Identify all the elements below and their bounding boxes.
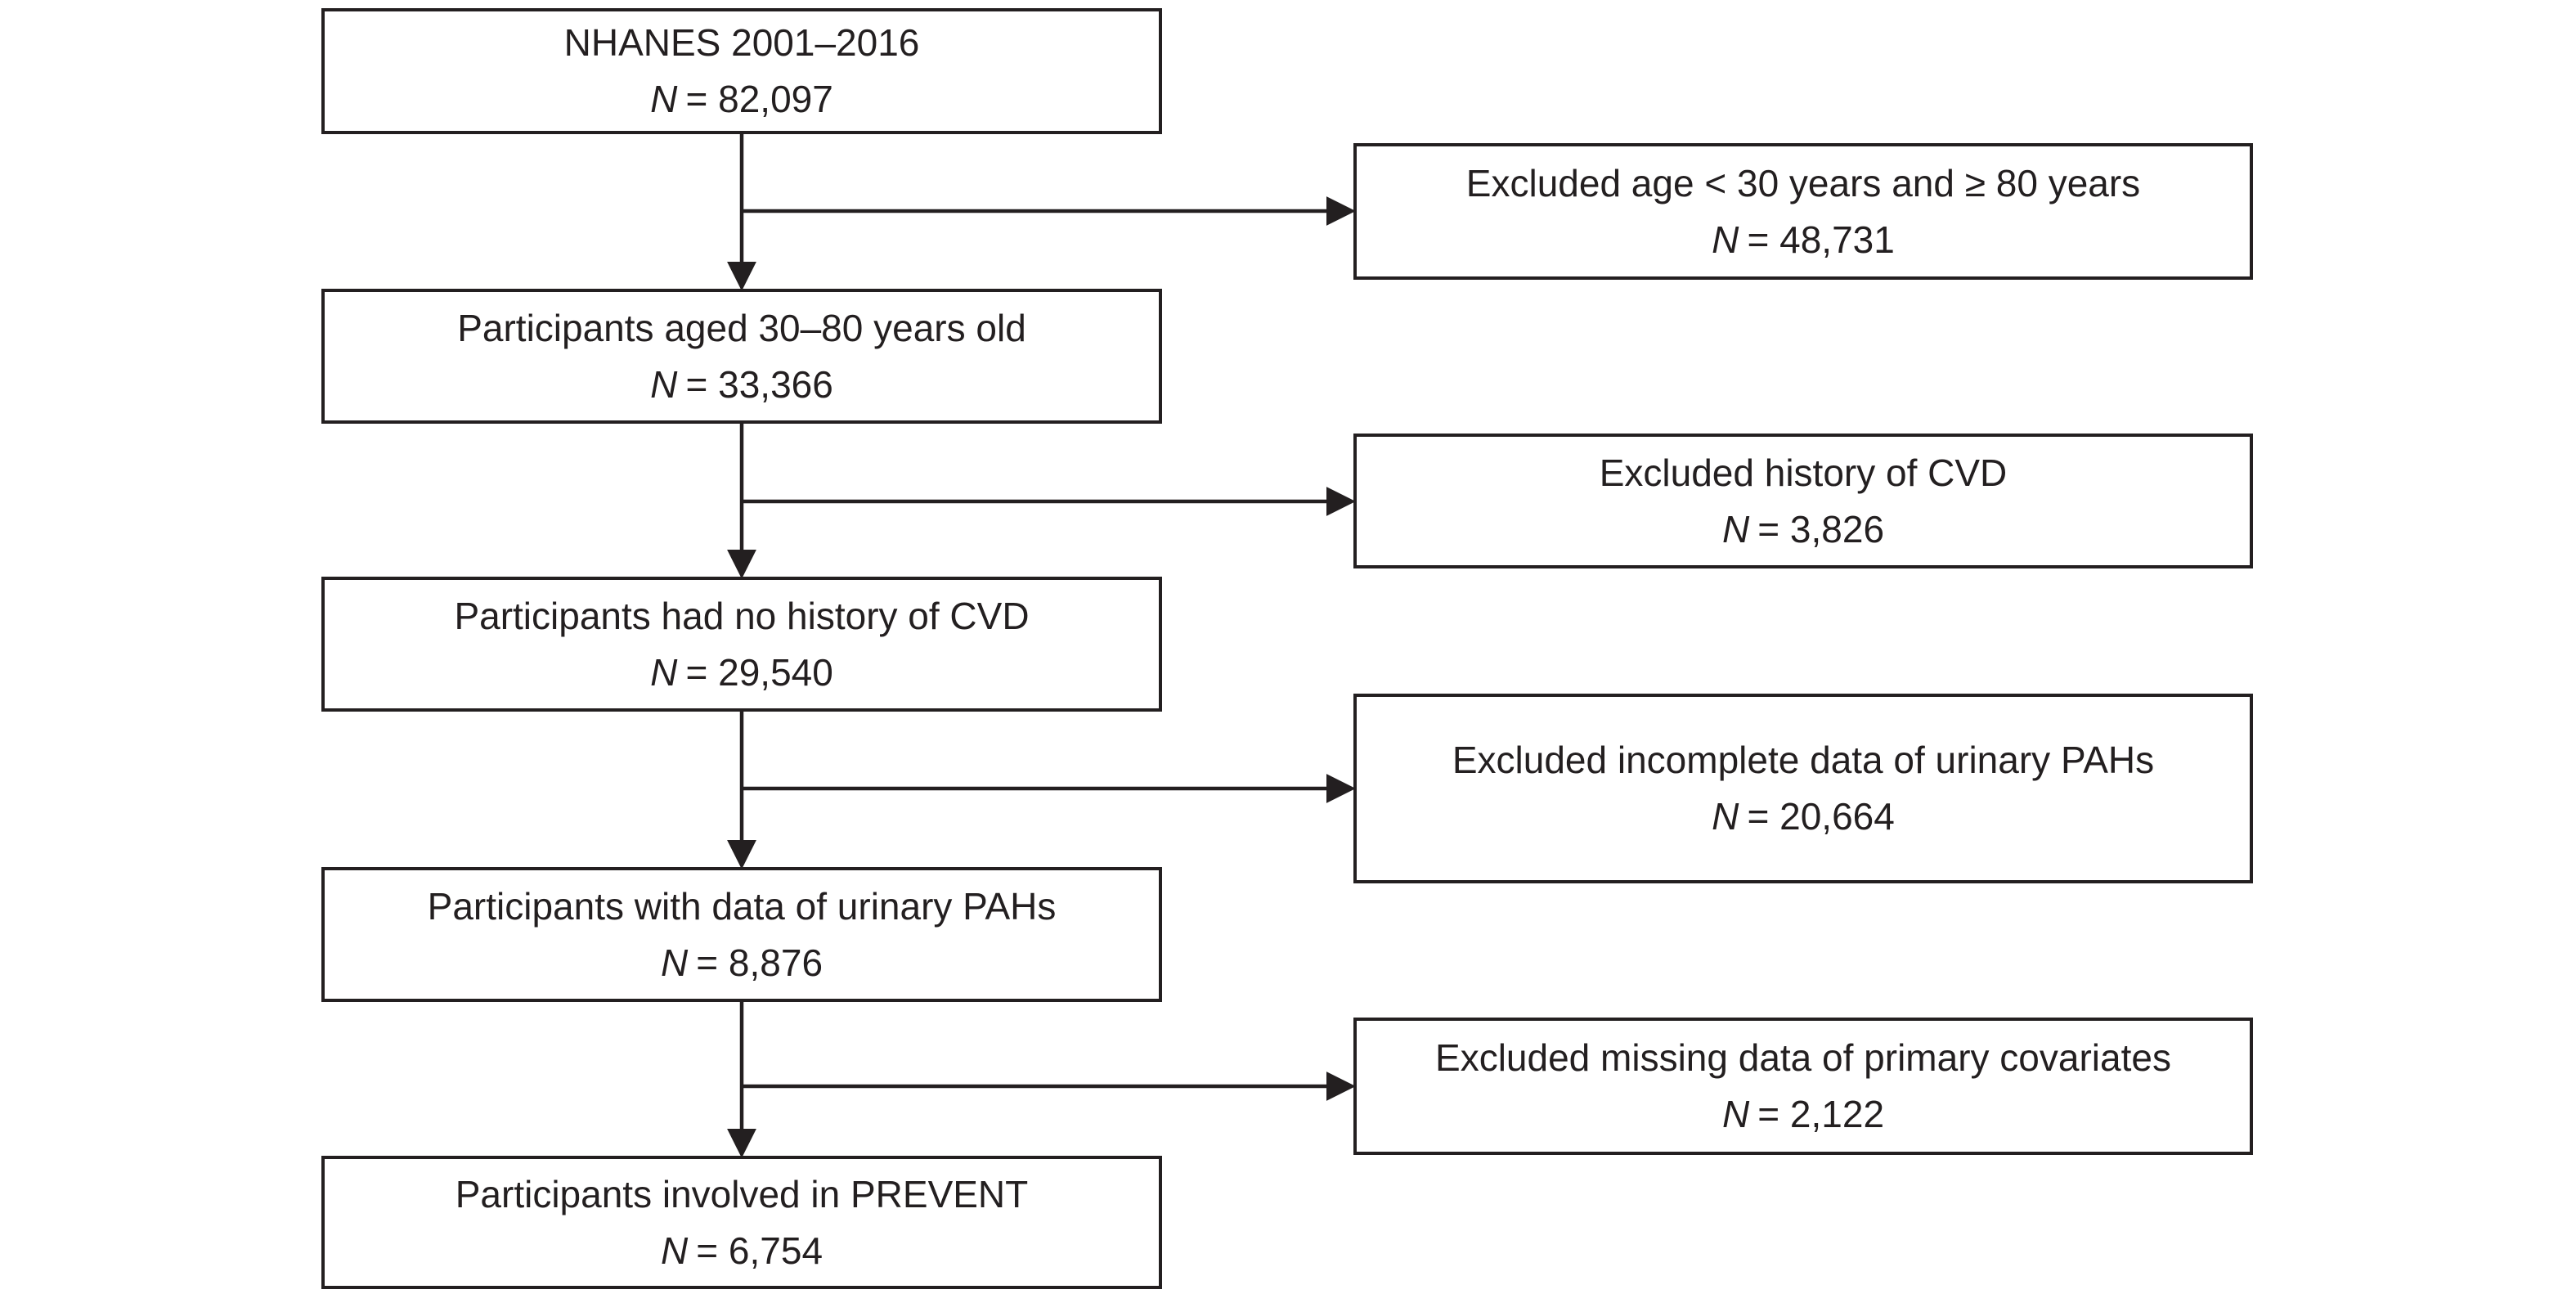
n-symbol: N [650,650,678,694]
n-symbol: N [1721,507,1750,550]
box-excluded-age: Excluded age < 30 years and ≥ 80 years N… [1353,143,2253,280]
box-title: Participants with data of urinary PAHs [427,884,1057,928]
n-symbol: N [650,362,678,406]
box-excluded-incomplete-pahs: Excluded incomplete data of urinary PAHs… [1353,694,2253,883]
box-title: Excluded age < 30 years and ≥ 80 years [1465,161,2141,204]
box-n-count: N = 6,754 [661,1223,823,1279]
box-title: Participants aged 30–80 years old [457,306,1026,349]
box-n-count: N = 8,876 [661,935,823,991]
box-n-count: N = 20,664 [1712,789,1895,845]
n-value: = 82,097 [685,78,833,120]
n-value: = 3,826 [1757,507,1885,550]
n-value: = 33,366 [685,362,833,406]
n-symbol: N [660,1229,689,1272]
n-symbol: N [1721,1093,1750,1135]
box-no-cvd-history: Participants had no history of CVD N = 29… [321,577,1162,712]
n-value: = 8,876 [696,941,824,984]
n-value: = 29,540 [685,650,833,694]
box-n-count: N = 82,097 [650,71,833,128]
box-title: Excluded incomplete data of urinary PAHs [1452,739,2155,781]
box-urinary-pahs-data: Participants with data of urinary PAHs N… [321,867,1162,1002]
box-title: Participants involved in PREVENT [455,1172,1029,1215]
box-excluded-cvd-history: Excluded history of CVD N = 3,826 [1353,434,2253,568]
box-title: Participants had no history of CVD [454,594,1030,637]
n-symbol: N [1712,218,1739,261]
n-symbol: N [660,941,689,984]
box-title: NHANES 2001–2016 [563,21,920,64]
box-n-count: N = 29,540 [650,645,833,701]
n-value: = 48,731 [1747,218,1895,261]
n-symbol: N [1712,795,1739,838]
box-excluded-missing-covariates: Excluded missing data of primary covaria… [1353,1018,2253,1155]
n-value: = 6,754 [696,1229,824,1272]
box-prevent-included: Participants involved in PREVENT N = 6,75… [321,1156,1162,1289]
n-value: = 2,122 [1757,1093,1885,1135]
box-n-count: N = 3,826 [1722,501,1884,558]
n-symbol: N [650,78,678,120]
box-nhanes-population: NHANES 2001–2016 N = 82,097 [321,8,1162,134]
box-title: Excluded history of CVD [1599,451,2008,494]
box-n-count: N = 48,731 [1712,212,1895,268]
n-value: = 20,664 [1747,795,1895,838]
box-n-count: N = 33,366 [650,357,833,413]
box-n-count: N = 2,122 [1722,1086,1884,1143]
box-aged-30-80: Participants aged 30–80 years old N = 33,… [321,289,1162,424]
box-title: Excluded missing data of primary covaria… [1435,1036,2171,1079]
